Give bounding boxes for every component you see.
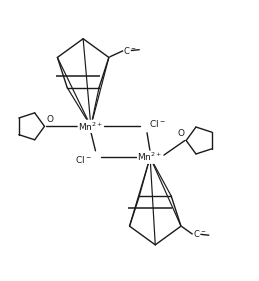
Text: Cl$^-$: Cl$^-$	[75, 154, 92, 165]
Text: O: O	[177, 130, 184, 139]
Text: C$^-$: C$^-$	[123, 46, 136, 56]
Text: Mn$^{2+}$: Mn$^{2+}$	[138, 151, 163, 164]
Text: Cl$^-$: Cl$^-$	[149, 118, 166, 129]
Text: C$^-$: C$^-$	[193, 228, 206, 239]
Text: Mn$^{2+}$: Mn$^{2+}$	[78, 120, 104, 133]
Text: O: O	[47, 115, 54, 124]
